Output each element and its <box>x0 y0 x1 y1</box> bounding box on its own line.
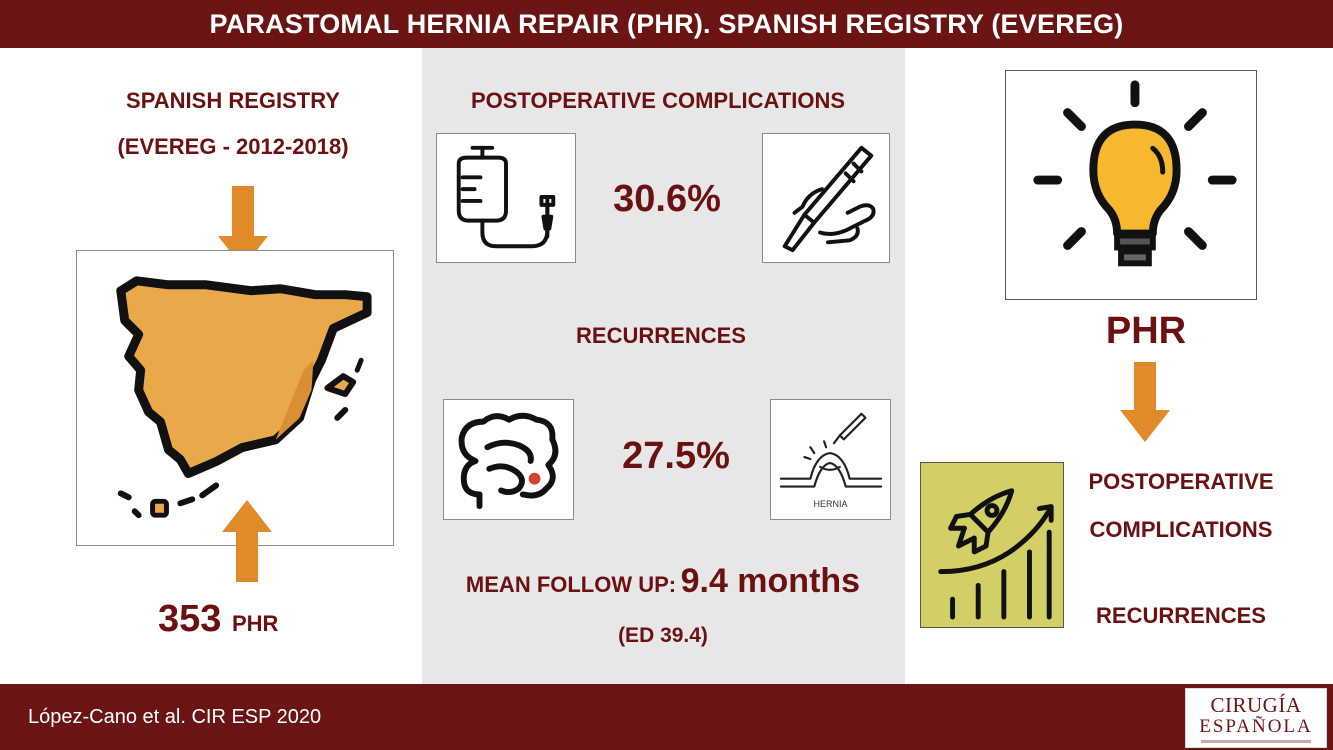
complications-heading: POSTOPERATIVE COMPLICATIONS <box>470 88 846 113</box>
colon-icon <box>458 412 559 510</box>
journal-logo: CIRUGÍA ESPAÑOLA <box>1185 688 1327 748</box>
iv-drip-icon <box>456 145 556 249</box>
arrow-down-right-icon <box>1120 362 1170 442</box>
recurrences-heading: RECURRENCES <box>576 323 746 348</box>
followup-label: MEAN FOLLOW UP: <box>465 572 677 597</box>
page-title: PARASTOMAL HERNIA REPAIR (PHR). SPANISH … <box>209 8 1124 39</box>
colon-box <box>443 399 574 520</box>
journal-subtitle-rule <box>1201 740 1311 743</box>
footer-bar: López-Cano et al. CIR ESP 2020 CIRUGÍA E… <box>0 684 1333 750</box>
complications-rate: 30.6% <box>613 178 721 220</box>
citation: López-Cano et al. CIR ESP 2020 <box>28 706 322 728</box>
outcome-complications: COMPLICATIONS <box>1089 517 1273 542</box>
registry-title: SPANISH REGISTRY <box>126 88 340 113</box>
rocket-growth-box <box>920 462 1064 628</box>
rocket-growth-icon <box>938 488 1054 620</box>
spain-map-icon <box>116 276 372 519</box>
recurrences-rate: 27.5% <box>622 435 730 477</box>
followup-value: 9.4 months <box>680 562 861 600</box>
outcome-recurrences: RECURRENCES <box>1096 603 1266 628</box>
phr-count-value: 353 <box>158 598 222 640</box>
arrow-up-icon <box>222 500 272 582</box>
hernia-caption: HERNIA <box>813 499 848 509</box>
lightbulb-icon <box>1033 80 1237 267</box>
iv-drip-box <box>436 133 576 263</box>
hernia-box: HERNIA <box>770 399 891 520</box>
scalpel-hand-icon <box>782 145 876 253</box>
journal-name-line2: ESPAÑOLA <box>1199 716 1313 737</box>
journal-name-line1: CIRUGÍA <box>1210 693 1302 717</box>
header-bar: PARASTOMAL HERNIA REPAIR (PHR). SPANISH … <box>0 0 1333 48</box>
arrow-down-icon <box>218 186 268 268</box>
lightbulb-box <box>1005 70 1257 300</box>
followup-sd: (ED 39.4) <box>618 624 708 647</box>
outcome-postoperative: POSTOPERATIVE <box>1088 469 1274 494</box>
hernia-icon <box>779 412 883 488</box>
registry-period: (EVEREG - 2012-2018) <box>117 134 349 159</box>
mean-follow-up: MEAN FOLLOW UP: 9.4 months <box>466 562 860 601</box>
phr-count: 353 PHR <box>158 598 278 641</box>
phr-count-unit: PHR <box>231 611 279 636</box>
scalpel-hand-box <box>762 133 890 263</box>
phr-label: PHR <box>1105 310 1187 352</box>
spain-map-box <box>76 250 394 546</box>
